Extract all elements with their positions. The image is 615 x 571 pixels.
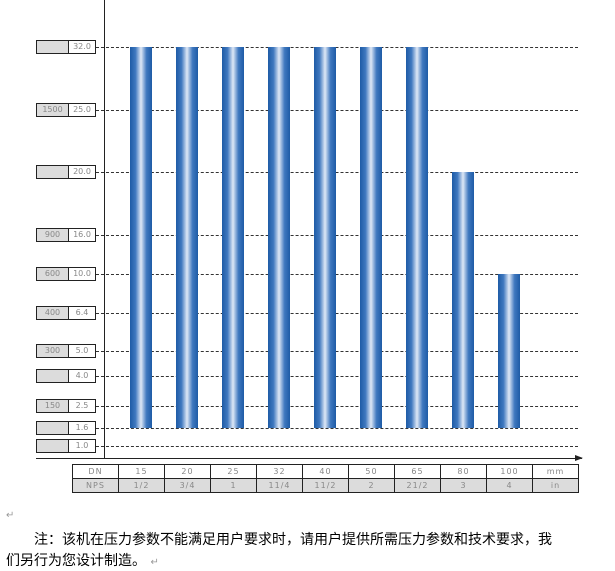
x-axis-arrow [575, 455, 583, 461]
dn-cell: 15 [118, 464, 165, 479]
nps-cell: in [532, 478, 579, 493]
bar-dn-15 [130, 47, 152, 428]
gridline [96, 351, 578, 352]
bar-dn-40 [314, 47, 336, 428]
note-line-2-text: 们另行为您设计制造。 [6, 553, 146, 569]
bar-dn-100 [498, 274, 520, 428]
gridline [96, 274, 578, 275]
pn-label: 1.6 [68, 421, 96, 435]
bar-dn-20 [176, 47, 198, 428]
class-label [36, 439, 69, 453]
gridline [96, 172, 578, 173]
gridline [96, 428, 578, 429]
pn-label: 20.0 [68, 165, 96, 179]
dn-cell: 25 [210, 464, 257, 479]
pn-label: 25.0 [68, 103, 96, 117]
class-label [36, 40, 69, 54]
note-line-1: 注：该机在压力参数不能满足用户要求时，请用户提供所需压力参数和技术要求，我 [34, 532, 552, 548]
nps-cell: 4 [486, 478, 533, 493]
gridline [96, 47, 578, 48]
bar-dn-50 [360, 47, 382, 428]
paragraph-mark: ↵ [150, 557, 159, 568]
pn-label: 6.4 [68, 306, 96, 320]
class-label [36, 369, 69, 383]
nps-cell: NPS [72, 478, 119, 493]
bar-dn-25 [222, 47, 244, 428]
dn-cell: 65 [394, 464, 441, 479]
bar-dn-32 [268, 47, 290, 428]
bar-dn-80 [452, 172, 474, 428]
class-label: 600 [36, 267, 69, 281]
nps-cell: 3/4 [164, 478, 211, 493]
dn-cell: mm [532, 464, 579, 479]
gridline [96, 313, 578, 314]
nps-cell: 11/4 [256, 478, 303, 493]
pn-label: 10.0 [68, 267, 96, 281]
nps-cell: 2 [348, 478, 395, 493]
class-label: 1500 [36, 103, 69, 117]
class-label: 900 [36, 228, 69, 242]
nps-cell: 1/2 [118, 478, 165, 493]
dn-cell: 32 [256, 464, 303, 479]
y-axis [104, 0, 105, 459]
dn-cell: 50 [348, 464, 395, 479]
gridline [96, 446, 578, 447]
class-label [36, 165, 69, 179]
paragraph-mark: ↵ [6, 510, 15, 521]
size-table: DN 15 20 25 32 40 50 65 80 100 mm NPS 1/2 3/4 1 11/4 11… [72, 464, 579, 493]
nps-cell: 1 [210, 478, 257, 493]
dn-cell: 80 [440, 464, 487, 479]
bar-dn-65 [406, 47, 428, 428]
class-label: 300 [36, 344, 69, 358]
class-label: 400 [36, 306, 69, 320]
dn-cell: 100 [486, 464, 533, 479]
pn-label: 4.0 [68, 369, 96, 383]
pn-label: 2.5 [68, 399, 96, 413]
nps-cell: 11/2 [302, 478, 349, 493]
gridline [96, 235, 578, 236]
class-label [36, 421, 69, 435]
pn-label: 1.0 [68, 439, 96, 453]
pn-label: 32.0 [68, 40, 96, 54]
gridline [96, 406, 578, 407]
dn-cell: 40 [302, 464, 349, 479]
pn-label: 5.0 [68, 344, 96, 358]
dn-cell: 20 [164, 464, 211, 479]
pn-label: 16.0 [68, 228, 96, 242]
nps-cell: 21/2 [394, 478, 441, 493]
gridline [96, 110, 578, 111]
note-line-2: 们另行为您设计制造。 ↵ [6, 550, 159, 570]
nps-cell: 3 [440, 478, 487, 493]
x-axis [36, 458, 582, 459]
class-label: 150 [36, 399, 69, 413]
gridline [96, 376, 578, 377]
dn-cell: DN [72, 464, 119, 479]
